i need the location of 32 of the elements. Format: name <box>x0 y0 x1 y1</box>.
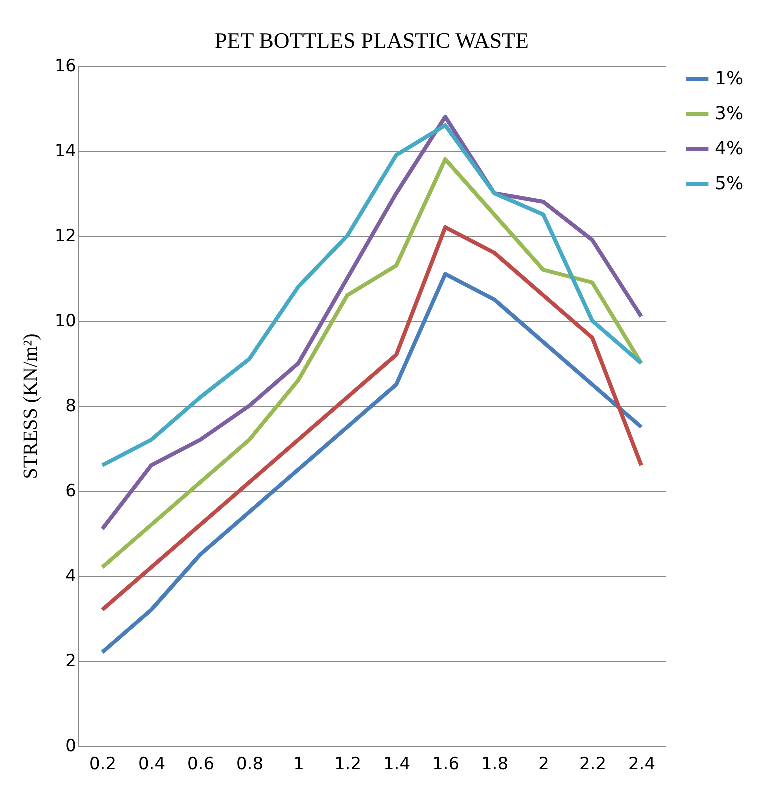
y-tick-label: 0 <box>66 736 76 756</box>
x-tick-label: 1.4 <box>383 754 411 774</box>
x-tick-label: 1.2 <box>334 754 362 774</box>
y-tick-label: 12 <box>54 226 76 246</box>
y-tick-label: 4 <box>66 566 76 586</box>
y-tick-label: 16 <box>54 56 76 76</box>
legend-label: 1% <box>715 68 744 90</box>
x-tick-label: 0.4 <box>138 754 166 774</box>
x-tick-label: 1.6 <box>432 754 460 774</box>
y-tick-label: 2 <box>66 652 76 672</box>
line-series <box>100 226 644 612</box>
x-tick-label: 0.2 <box>89 754 117 774</box>
x-tick-label: 0.6 <box>187 754 215 774</box>
line-series <box>100 115 644 532</box>
y-tick-label: 8 <box>66 396 76 416</box>
legend-label: 4% <box>715 138 744 160</box>
x-tick-label: 2.4 <box>628 754 656 774</box>
y-tick-label: 6 <box>66 482 76 502</box>
chart-title: PET BOTTLES PLASTIC WASTE <box>215 28 529 53</box>
y-axis-title: STRESS (KN/m²) <box>20 334 42 480</box>
legend-label: 3% <box>715 104 744 124</box>
x-tick-label: 2 <box>538 754 550 774</box>
line-series <box>100 158 644 570</box>
x-tick-label: 0.8 <box>236 754 264 774</box>
legend-label: 5% <box>715 174 744 194</box>
x-tick-label: 1.8 <box>481 754 509 774</box>
y-tick-label: 10 <box>54 312 76 332</box>
x-tick-label: 2.2 <box>579 754 607 774</box>
x-tick-label: 1 <box>294 754 304 774</box>
y-tick-label: 14 <box>54 142 76 162</box>
line-series <box>100 124 644 468</box>
line-series <box>100 272 644 654</box>
